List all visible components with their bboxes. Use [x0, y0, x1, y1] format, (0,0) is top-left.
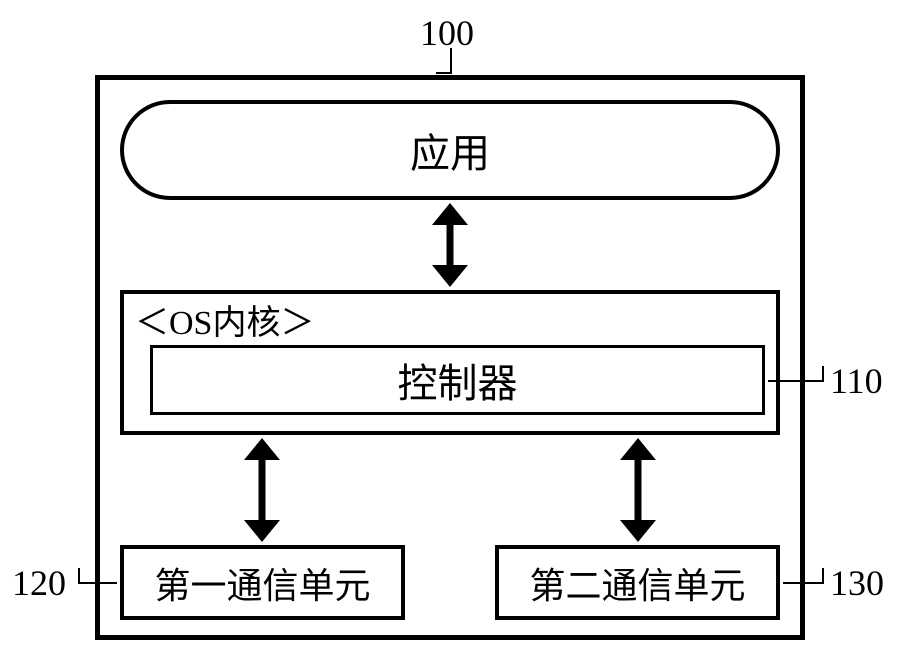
comm-unit-1-label: 第一通信单元	[154, 557, 370, 609]
ref-label-120: 120	[12, 562, 66, 604]
ref-label-110: 110	[830, 360, 883, 402]
os-kernel-label: ＜OS内核＞	[135, 295, 314, 344]
controller-label: 控制器	[398, 351, 518, 409]
ref-label-130: 130	[830, 562, 884, 604]
leader-line	[783, 582, 822, 584]
leader-hook	[78, 568, 80, 584]
ref-label-100: 100	[420, 12, 474, 54]
leader-line	[78, 582, 117, 584]
application-label: 应用	[410, 121, 490, 179]
leader-hook	[436, 72, 452, 74]
diagram-canvas: 100 应用 ＜OS内核＞ 控制器 110 第一通信单元 第二通信单元	[0, 0, 906, 672]
leader-line	[768, 380, 822, 382]
leader-hook	[822, 568, 824, 584]
controller-box: 控制器	[150, 345, 765, 415]
leader-hook	[822, 366, 824, 382]
comm-unit-2-box: 第二通信单元	[495, 545, 780, 620]
comm-unit-1-box: 第一通信单元	[120, 545, 405, 620]
application-box: 应用	[120, 100, 780, 200]
leader-line	[450, 48, 452, 72]
comm-unit-2-label: 第二通信单元	[529, 557, 745, 609]
